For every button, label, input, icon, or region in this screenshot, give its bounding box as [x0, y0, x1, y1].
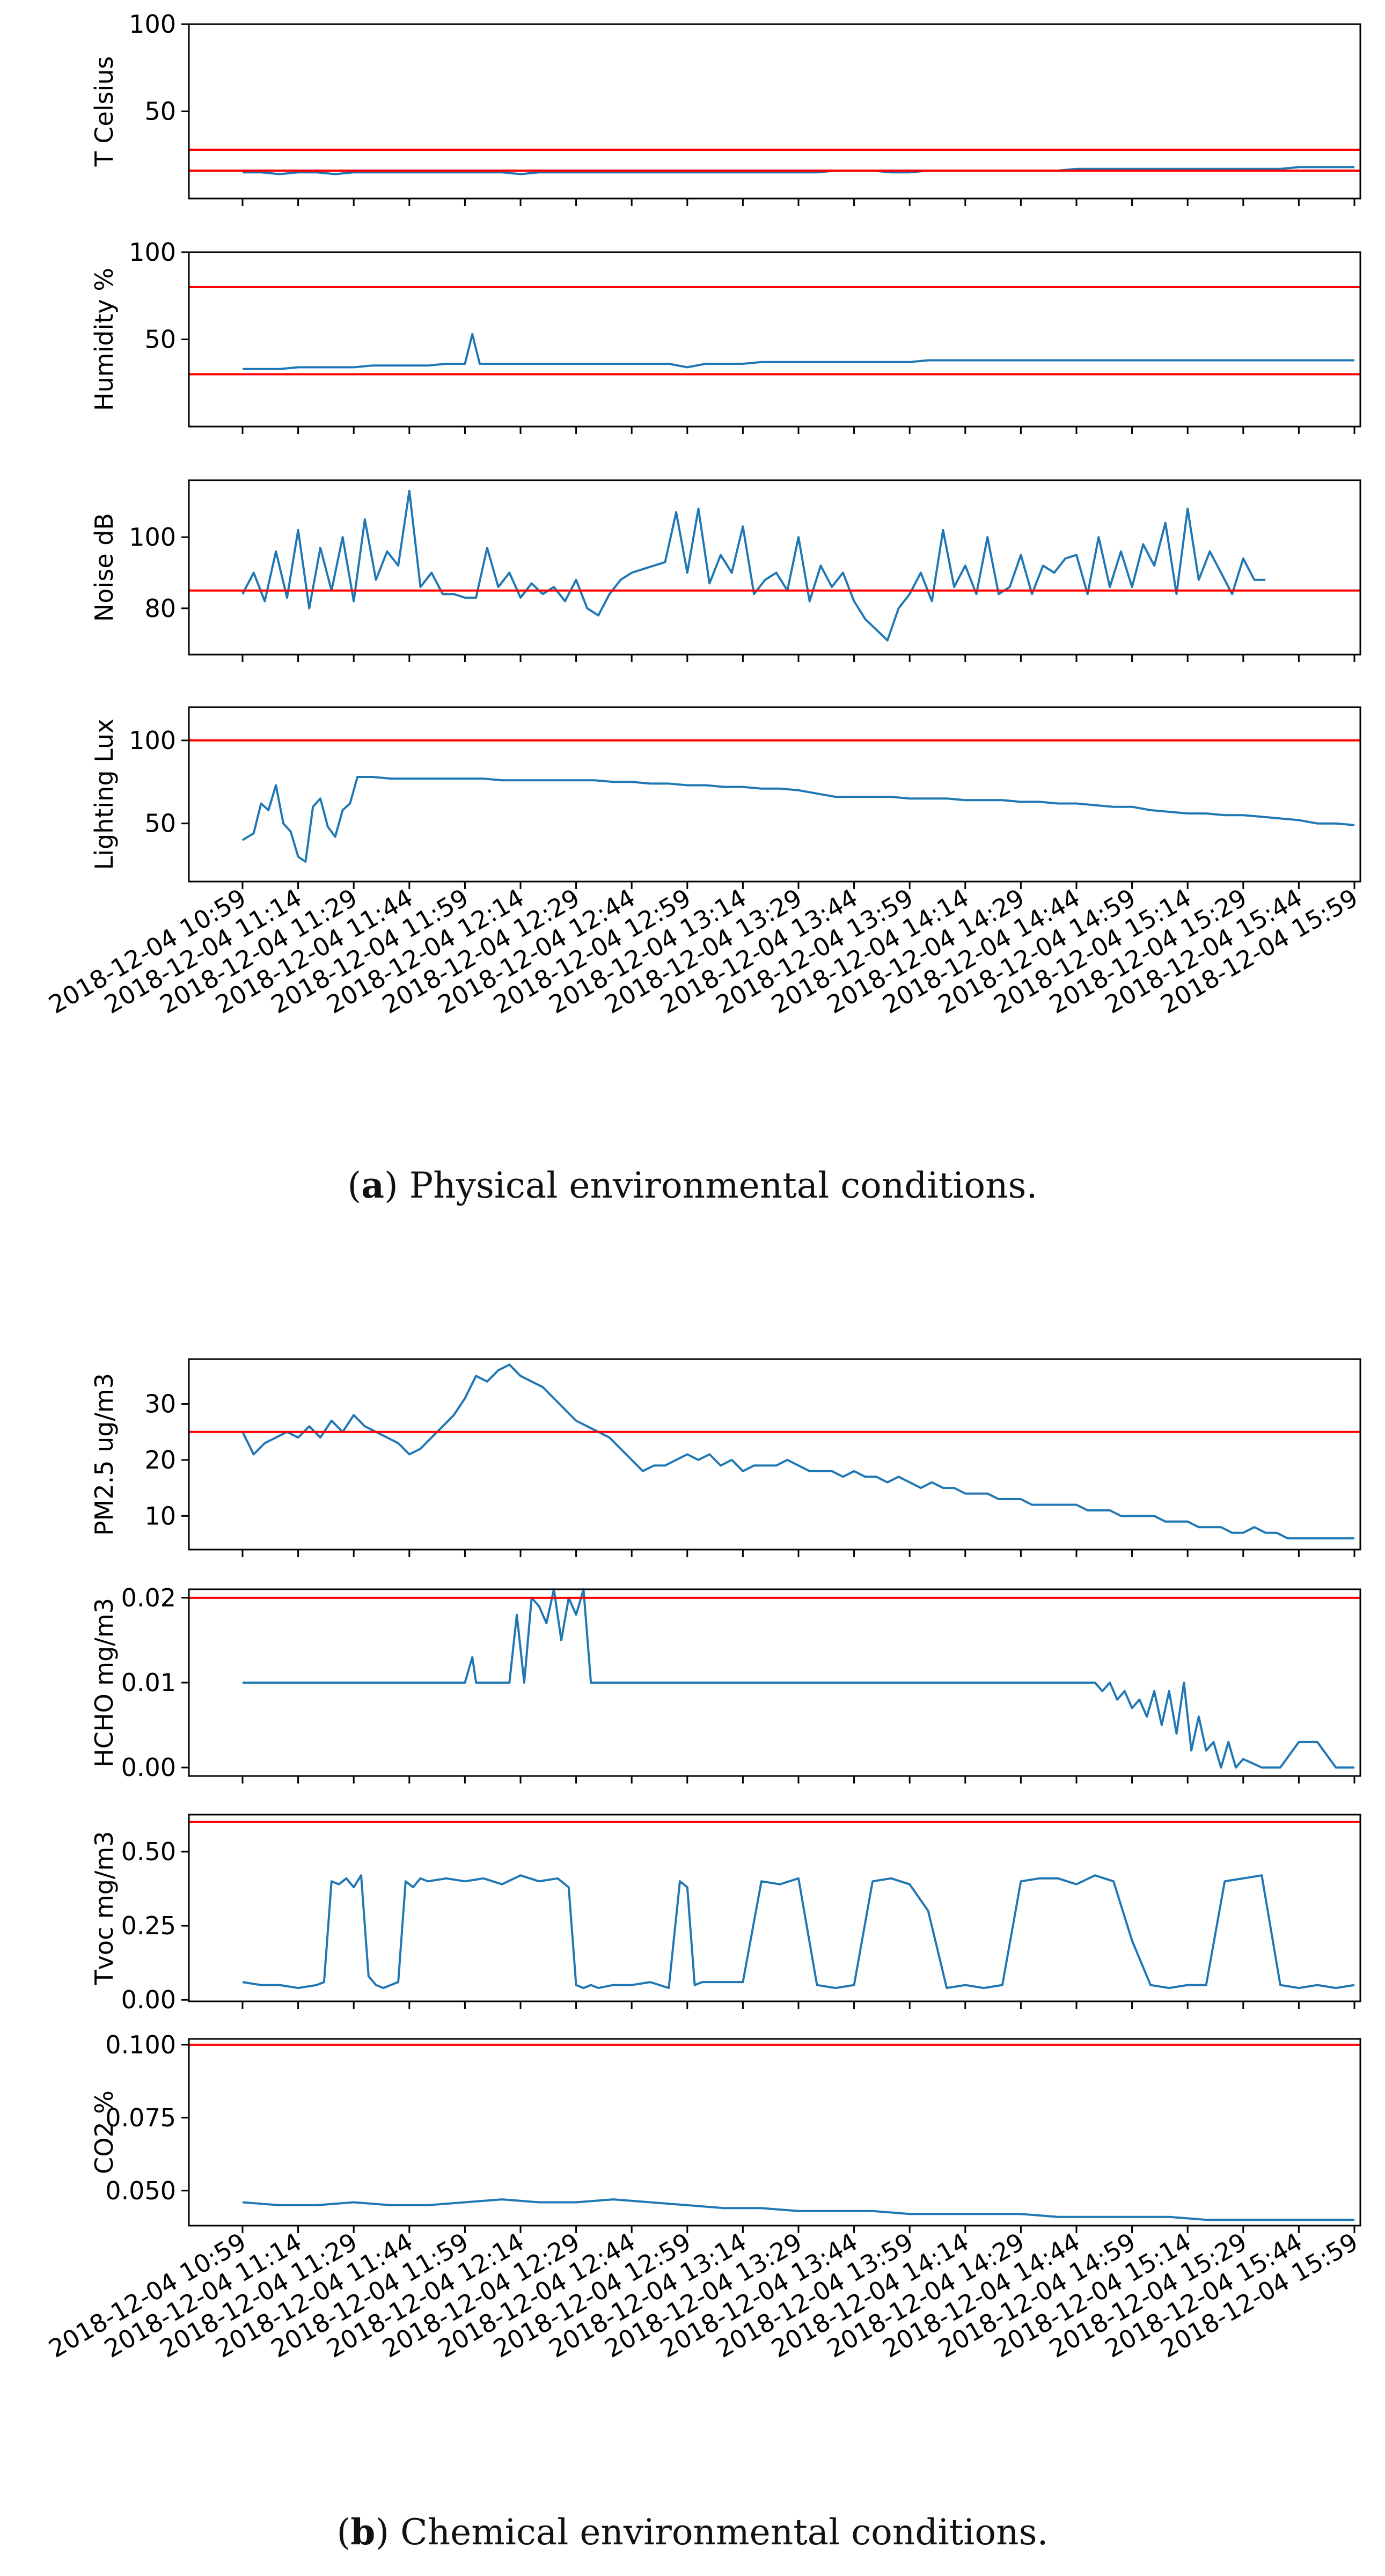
y-tick-label: 0.00: [121, 1985, 176, 2014]
y-axis-label: T Celsius: [90, 56, 119, 167]
axes-frame: [188, 251, 1361, 428]
y-axis-label: HCHO mg/m3: [90, 1598, 119, 1767]
series-line: [242, 2198, 1354, 2221]
y-tick-label: 0.02: [121, 1583, 176, 1612]
axes-frame: [188, 1814, 1361, 2002]
y-tick-label: 0.25: [121, 1911, 176, 1940]
series-line: [243, 333, 1354, 370]
caption-b-text: Chemical environmental conditions.: [400, 2512, 1049, 2553]
chart-panel-5: 10 20 30 PM2.5 ug/m3: [90, 1358, 1361, 1557]
chart-panel-8: 0.050 0.075 0.100 CO2 %: [90, 2030, 1361, 2233]
axes-frame: [188, 706, 1361, 883]
y-axis-label: Lighting Lux: [90, 719, 119, 870]
y-tick-label: 100: [129, 10, 176, 39]
chart-panel-3: 80 100 Noise dB: [90, 479, 1361, 662]
y-tick-label: 50: [144, 97, 176, 126]
chart-panel-4: 50 100 Lighting Lux: [90, 706, 1361, 889]
y-tick-label: 0.01: [121, 1668, 176, 1697]
y-tick-label: 100: [129, 238, 176, 267]
y-tick-label: 30: [144, 1390, 176, 1419]
series-line: [241, 489, 1266, 642]
axes-frame: [188, 2038, 1361, 2227]
caption-a: (a) Physical environmental conditions.: [347, 1164, 1038, 1206]
caption-b-label: b: [350, 2511, 376, 2553]
y-tick-label: 80: [144, 594, 176, 623]
y-tick-label: 20: [144, 1445, 176, 1474]
y-tick-label: 10: [144, 1501, 176, 1530]
series-line: [241, 776, 1355, 863]
series-line: [242, 1874, 1355, 1990]
series-line: [243, 1588, 1354, 1769]
y-tick-label: 50: [144, 325, 176, 354]
y-tick-label: 0.00: [121, 1753, 176, 1782]
caption-b: (b) Chemical environmental conditions.: [336, 2511, 1049, 2553]
caption-a-text: Physical environmental conditions.: [409, 1165, 1038, 1206]
y-tick-label: 100: [129, 523, 176, 552]
y-tick-label: 0.075: [105, 2103, 176, 2132]
y-axis-label: CO2 %: [90, 2090, 119, 2174]
y-tick-label: 0.50: [121, 1837, 176, 1866]
y-tick-label: 100: [129, 726, 176, 755]
y-axis-label: Tvoc mg/m3: [90, 1831, 119, 1986]
y-axis-label: Noise dB: [90, 513, 119, 622]
y-tick-label: 0.050: [105, 2176, 176, 2205]
chart-panel-2: 50 100 Humidity %: [90, 238, 1361, 434]
caption-a-label: a: [361, 1164, 385, 1206]
axes-frame: [188, 479, 1361, 656]
chart-panel-1: 50 100 T Celsius: [90, 10, 1361, 206]
axes-frame: [188, 1358, 1361, 1551]
series-line: [241, 1363, 1354, 1540]
series-line: [243, 166, 1354, 175]
y-axis-label: PM2.5 ug/m3: [90, 1373, 119, 1536]
y-tick-label: 50: [144, 809, 176, 838]
y-axis-label: Humidity %: [90, 268, 119, 411]
y-tick-label: 0.100: [105, 2030, 176, 2059]
